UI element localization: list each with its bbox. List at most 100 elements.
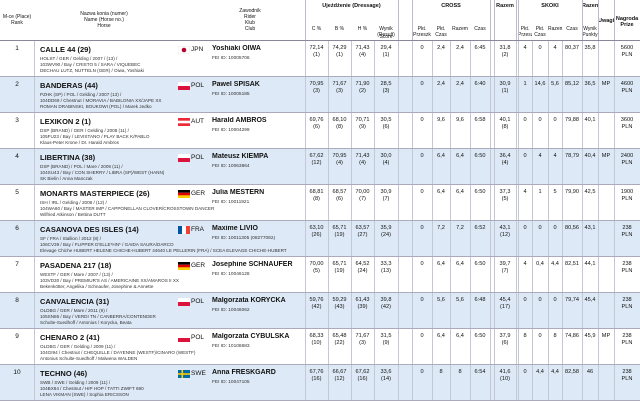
divider	[470, 293, 471, 328]
divider	[494, 0, 495, 40]
place: 9	[15, 333, 19, 340]
row: 2 BANDERAS (44) PZHK (SP) / POL / Gelding …	[0, 77, 640, 113]
dressage-c: 59,76	[309, 297, 324, 303]
jump-value: 79,74	[565, 297, 579, 303]
cross-total: 36,4	[499, 153, 511, 159]
total: 40,4	[584, 153, 596, 159]
dressage-col: C %	[311, 26, 322, 32]
dressage-b-rank: (12)	[334, 376, 345, 382]
row: 4 LIBERTINA (38) DSP (BRAND) / POL / Mare …	[0, 149, 640, 185]
dressage-h-rank: (24)	[357, 268, 368, 274]
fei-id: FEI ID: 10005185	[212, 92, 250, 97]
flag	[178, 190, 190, 198]
rider-name: Julia MESTERN	[212, 189, 265, 196]
dressage-h: 64,52	[355, 261, 370, 267]
dressage-col: H %	[357, 26, 368, 32]
divider	[548, 149, 549, 184]
divider	[432, 329, 433, 364]
divider	[490, 0, 491, 40]
divider	[412, 221, 413, 256]
divider	[374, 221, 375, 256]
dressage-c: 69,76	[309, 117, 324, 123]
divider	[412, 149, 413, 184]
divider	[351, 329, 352, 364]
divider	[374, 185, 375, 220]
divider	[494, 113, 495, 148]
divider	[582, 113, 583, 148]
divider	[328, 293, 329, 328]
dressage-score: 28,5	[380, 81, 392, 87]
cross-total: 37,3	[499, 189, 511, 195]
dressage-b: 59,29	[332, 297, 347, 303]
horse-info: 104BX84 / Chestnut / HIP HOP / TATTI ZWI…	[40, 386, 144, 391]
horse-name: CHENARO 2 (41)	[40, 333, 100, 342]
divider	[562, 149, 563, 184]
divider	[614, 365, 615, 400]
divider	[532, 221, 533, 256]
jump-value: 8	[523, 333, 527, 339]
cross-total: 37,9	[499, 333, 511, 339]
divider	[490, 221, 491, 256]
horse-info: 105SN86 / Bay / VERDI TN / CANBERRA/CONT…	[40, 314, 156, 319]
prize-currency: PLN	[621, 196, 633, 202]
dressage-b-rank: (19)	[334, 268, 345, 274]
rider-header: Klub	[244, 20, 255, 26]
total: 40,1	[584, 117, 596, 123]
dressage-b-rank: (1)	[336, 52, 343, 58]
dressage-header: Ujeżdżenie (Dressage)	[322, 3, 381, 9]
divider	[562, 257, 563, 292]
cross-value: 6,4	[437, 333, 445, 339]
dressage-b: 74,29	[332, 45, 347, 51]
divider	[516, 257, 517, 292]
cross-total-rank: (1)	[501, 88, 509, 94]
cross-value: 8	[458, 369, 462, 375]
divider	[328, 257, 329, 292]
cross-value: 6,4	[437, 261, 445, 267]
jump-value: 0	[538, 45, 542, 51]
divider	[470, 185, 471, 220]
jump-header: SKOKI	[541, 3, 559, 9]
divider	[598, 365, 599, 400]
divider	[516, 0, 517, 40]
cross-value: 6:50	[474, 261, 486, 267]
divider	[412, 293, 413, 328]
cross-total-rank: (7)	[501, 268, 509, 274]
total-header: Razem	[582, 3, 598, 9]
place-header: M-ce (Place)	[2, 14, 32, 20]
dressage-h-rank: (4)	[359, 52, 366, 58]
horse-info: Wilfried Atkinson / Bettina DUTT	[40, 212, 106, 217]
divider	[494, 221, 495, 256]
cross-total-rank: (5)	[501, 196, 509, 202]
divider	[598, 113, 599, 148]
horse-name: MONARTS MASTERPIECE (26)	[40, 189, 150, 198]
prize-amount: 1900	[620, 189, 634, 195]
flag	[178, 154, 190, 162]
dressage-c: 72,14	[309, 45, 324, 51]
cross-value: 2,4	[456, 81, 464, 87]
prize-amount: 238	[622, 369, 632, 375]
dressage-b-rank: (6)	[336, 196, 343, 202]
divider	[548, 329, 549, 364]
dressage-b: 68,57	[332, 189, 347, 195]
nation: GER	[191, 262, 206, 269]
cross-value: 2,4	[437, 81, 445, 87]
dressage-c-rank: (5)	[313, 268, 320, 274]
jump-value: 4,4	[536, 369, 544, 375]
horse-info: PZHK (SP) / POL / Gelding / 2007 (13) /	[40, 92, 122, 97]
horse-info: 105FU23 / Bay / LEVISTANO / PLAY BACK K/…	[40, 134, 150, 139]
cross-value: 0	[420, 117, 424, 123]
cross-value: 6:40	[474, 81, 486, 87]
dressage-score: 39,8	[380, 297, 392, 303]
dressage-h-rank: (2)	[359, 88, 366, 94]
divider	[305, 257, 306, 292]
horse-info: OLDBG / GER / Gelding / 2009 (11) /	[40, 344, 116, 349]
cross-total: 45,4	[499, 297, 511, 303]
divider	[490, 293, 491, 328]
divider	[518, 221, 519, 256]
dressage-b-rank: (22)	[334, 340, 345, 346]
divider	[305, 41, 306, 76]
dressage-col: B %	[334, 26, 345, 32]
dressage-c: 70,00	[309, 261, 324, 267]
horse-info: Elevage Chiche HUBERT HELENE CHICHE-HUBE…	[40, 248, 287, 253]
